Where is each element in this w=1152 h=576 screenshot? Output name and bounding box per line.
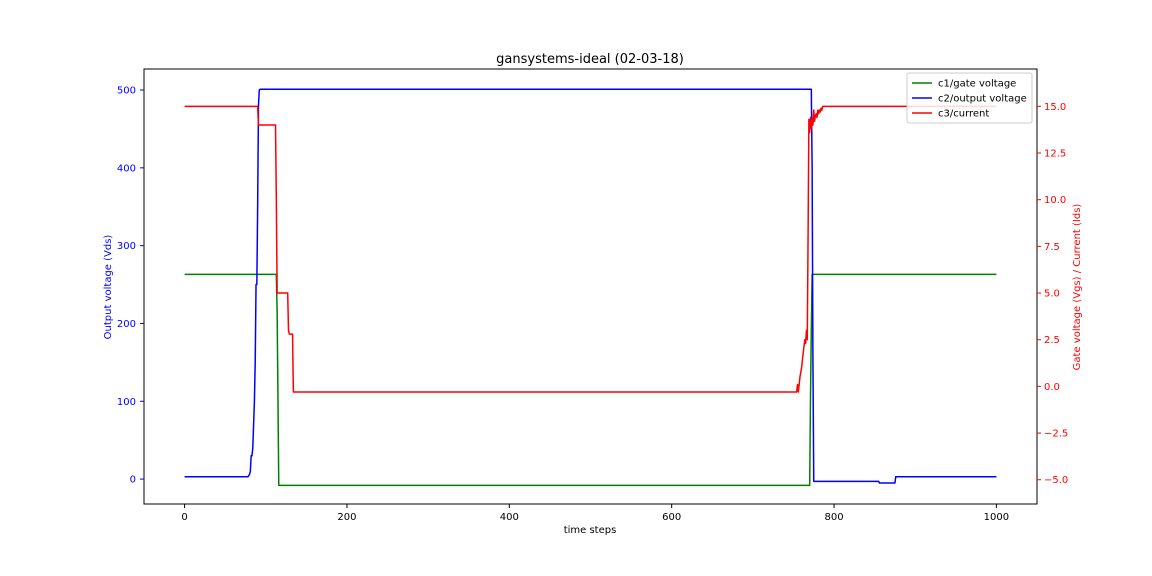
x-tick-label: 200 <box>337 512 356 523</box>
y-right-tick-label: 0.0 <box>1044 382 1060 393</box>
plot-frame <box>143 68 1038 505</box>
x-tick-label: 800 <box>824 512 843 523</box>
legend-label: c3/current <box>938 109 989 120</box>
legend-box <box>906 72 1033 124</box>
y-left-tick-label: 100 <box>117 397 136 408</box>
x-tick-label: 1000 <box>984 512 1009 523</box>
y-left-tick-label: 0 <box>130 475 136 486</box>
y-axis-right: −5.0 −2.5 0.0 2.5 5.0 7.5 10.0 12.5 15.0 <box>1037 102 1068 486</box>
legend: c1/gate voltage c2/output voltage c3/curre… <box>906 72 1033 124</box>
y-right-tick-label: 5.0 <box>1044 289 1060 300</box>
y-right-tick-label: 15.0 <box>1044 102 1066 113</box>
y-left-tick-label: 300 <box>117 241 136 252</box>
x-axis: 0 200 400 600 800 1000 <box>181 504 1009 523</box>
x-tick-label: 600 <box>662 512 681 523</box>
y-axis-right-label: Gate voltage (Vgs) / Current (Ids) <box>1072 204 1083 371</box>
y-right-tick-label: −2.5 <box>1044 429 1068 440</box>
y-right-tick-label: 12.5 <box>1044 149 1066 160</box>
y-axis-left-label: Output voltage (Vds) <box>103 235 114 340</box>
series-line-2 <box>184 88 997 484</box>
y-axis-left: 0 100 200 300 400 500 <box>117 86 144 486</box>
series-line-3 <box>184 105 997 393</box>
x-tick-label: 0 <box>181 512 187 523</box>
y-right-tick-label: −5.0 <box>1044 475 1068 486</box>
y-right-tick-label: 10.0 <box>1044 195 1066 206</box>
legend-label: c2/output voltage <box>938 94 1027 105</box>
x-tick-label: 400 <box>500 512 519 523</box>
legend-label: c1/gate voltage <box>938 79 1016 90</box>
y-right-tick-label: 7.5 <box>1044 242 1060 253</box>
y-left-tick-label: 200 <box>117 319 136 330</box>
y-left-tick-label: 400 <box>117 163 136 174</box>
chart-title: gansystems-ideal (02-03-18) <box>496 52 684 67</box>
plot-lines <box>184 88 997 487</box>
y-right-tick-label: 2.5 <box>1044 335 1060 346</box>
x-axis-label: time steps <box>564 525 617 536</box>
y-left-tick-label: 500 <box>117 86 136 97</box>
